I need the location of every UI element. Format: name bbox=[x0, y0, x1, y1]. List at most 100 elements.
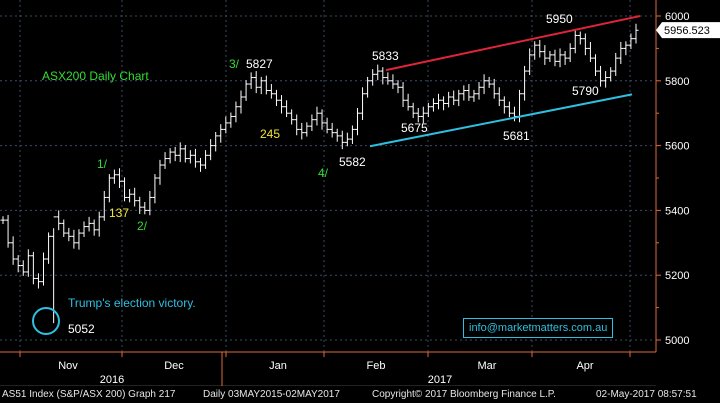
y-tick-label: 5000 bbox=[665, 335, 689, 347]
x-month-label: Apr bbox=[576, 360, 593, 372]
price-bar bbox=[177, 142, 183, 163]
y-tick-label: 5200 bbox=[665, 270, 689, 282]
price-bar bbox=[436, 93, 442, 110]
price-bar bbox=[314, 106, 320, 126]
x-month-label: Mar bbox=[478, 360, 497, 372]
price-bar bbox=[319, 109, 325, 130]
price-bar bbox=[349, 125, 355, 144]
footer-copyright: Copyright© 2017 Bloomberg Finance L.P. bbox=[372, 389, 556, 400]
price-bar bbox=[441, 96, 447, 111]
price-bar bbox=[456, 89, 462, 107]
price-bar bbox=[471, 89, 477, 102]
price-bar bbox=[532, 41, 538, 60]
price-bar bbox=[46, 232, 52, 264]
price-bar bbox=[430, 98, 436, 112]
x-axis: Nov Dec Jan Feb Mar Apr 2016 2017 bbox=[0, 351, 656, 386]
annotation-label: 245 bbox=[260, 127, 280, 141]
price-bar bbox=[258, 76, 264, 95]
price-bar bbox=[127, 189, 133, 203]
price-bar bbox=[81, 221, 87, 237]
price-bar bbox=[152, 174, 158, 204]
price-bar bbox=[203, 150, 209, 169]
price-bar bbox=[481, 74, 487, 95]
price-bar bbox=[380, 67, 386, 85]
price-bar bbox=[506, 101, 512, 118]
price-bar bbox=[30, 251, 36, 285]
price-bar bbox=[106, 174, 112, 203]
price-bar bbox=[172, 146, 178, 162]
price-bar bbox=[410, 102, 416, 119]
price-bar bbox=[420, 106, 426, 124]
price-bar bbox=[390, 74, 396, 89]
price-bar bbox=[334, 128, 340, 142]
price-bar bbox=[613, 52, 619, 76]
annotation-label: 5052 bbox=[68, 322, 95, 336]
price-bar bbox=[142, 201, 148, 215]
price-bar bbox=[167, 148, 173, 164]
x-month-label: Nov bbox=[58, 360, 78, 372]
price-bar bbox=[623, 41, 629, 56]
price-bar bbox=[344, 132, 350, 147]
price-bar bbox=[476, 82, 482, 100]
price-bar bbox=[339, 130, 345, 150]
price-bar bbox=[268, 84, 274, 99]
x-year-label: 2017 bbox=[428, 374, 452, 386]
price-bar bbox=[86, 216, 92, 232]
y-tick-label: 5400 bbox=[665, 205, 689, 217]
price-bar bbox=[5, 214, 11, 248]
price-bar bbox=[35, 273, 41, 289]
price-bar bbox=[197, 157, 203, 172]
y-axis: 5000 5200 5400 5600 5800 6000 bbox=[655, 0, 689, 352]
annotation-label: 5833 bbox=[372, 49, 399, 63]
price-bar bbox=[25, 249, 31, 277]
price-bar bbox=[284, 100, 290, 118]
y-tick-label: 5600 bbox=[665, 141, 689, 153]
price-bar bbox=[182, 144, 188, 163]
price-bar bbox=[562, 50, 568, 65]
x-year-label: 2016 bbox=[100, 374, 124, 386]
price-bar bbox=[354, 108, 360, 136]
chart-title: ASX200 Daily Chart bbox=[42, 69, 149, 83]
price-bar bbox=[542, 45, 548, 65]
price-bar bbox=[567, 43, 573, 63]
price-bar bbox=[628, 33, 634, 50]
price-bar bbox=[147, 190, 153, 216]
price-bar bbox=[91, 219, 97, 236]
price-bar bbox=[289, 109, 295, 125]
price-bar bbox=[122, 177, 128, 202]
price-bar bbox=[309, 114, 315, 132]
price-bar bbox=[76, 229, 82, 250]
footer-timestamp: 02-May-2017 08:57:51 bbox=[596, 389, 697, 400]
price-bar bbox=[20, 260, 26, 276]
price-bar bbox=[294, 114, 300, 136]
price-bar bbox=[400, 82, 406, 108]
price-bar bbox=[592, 54, 598, 76]
annotations: 5827 3/5833 5950 5790 5675 5681 245 4/5582 1/137… bbox=[68, 12, 599, 336]
price-bar bbox=[66, 227, 72, 242]
price-bar bbox=[365, 76, 371, 98]
price-bar bbox=[461, 85, 467, 101]
price-bar bbox=[299, 122, 305, 140]
election-circle-marker bbox=[32, 307, 60, 335]
email-label[interactable]: info@marketmatters.com.au bbox=[463, 318, 614, 338]
price-bar bbox=[243, 80, 249, 101]
price-bar bbox=[228, 112, 234, 128]
price-bar bbox=[71, 229, 77, 249]
price-bar bbox=[360, 87, 366, 121]
price-bar bbox=[491, 78, 497, 99]
price-bar bbox=[547, 50, 553, 63]
price-bar bbox=[501, 96, 507, 114]
price-bar bbox=[415, 108, 421, 123]
price-bar bbox=[537, 39, 543, 58]
price-bar bbox=[273, 89, 279, 107]
annotation-label: 5675 bbox=[401, 121, 428, 135]
resistance-trendline bbox=[385, 15, 641, 72]
last-price-tag: 5956.523 bbox=[656, 22, 720, 39]
price-bar bbox=[238, 90, 244, 114]
price-bar bbox=[633, 23, 639, 44]
price-bar bbox=[41, 252, 47, 286]
price-bar bbox=[618, 41, 624, 64]
price-bar bbox=[96, 211, 102, 237]
price-bar bbox=[552, 49, 558, 67]
price-bar bbox=[522, 65, 528, 101]
